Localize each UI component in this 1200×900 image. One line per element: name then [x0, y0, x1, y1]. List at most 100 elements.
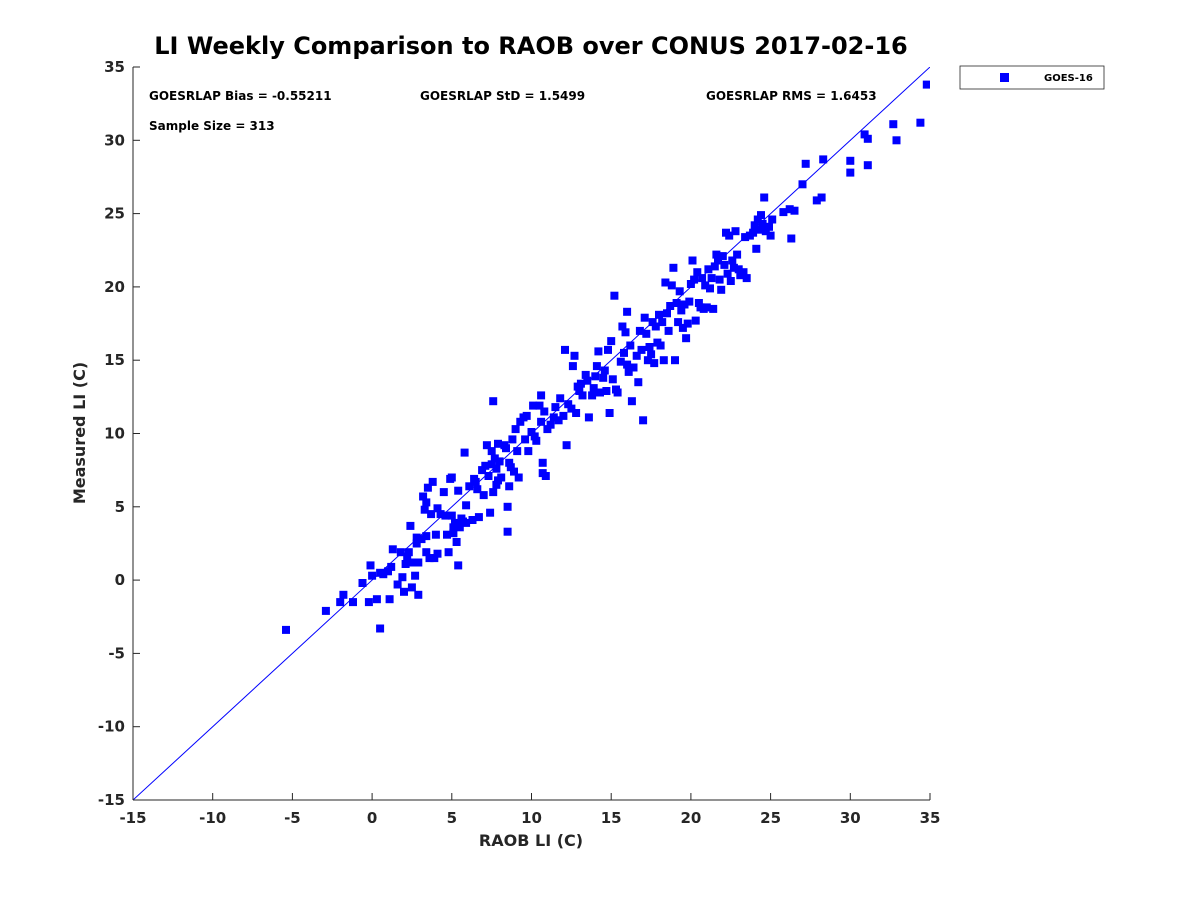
data-point: [576, 379, 585, 388]
data-point: [685, 297, 694, 306]
data-point: [677, 306, 686, 315]
data-point: [694, 299, 703, 307]
data-point: [447, 511, 456, 520]
data-point: [758, 219, 767, 228]
y-tick-label: 15: [104, 351, 125, 369]
data-point: [731, 227, 740, 236]
data-point: [522, 411, 531, 420]
data-point: [693, 268, 702, 277]
data-point: [396, 548, 405, 557]
data-point: [423, 483, 432, 492]
data-point: [761, 227, 770, 236]
data-point: [462, 518, 471, 527]
data-point: [655, 310, 663, 319]
data-point: [556, 394, 565, 403]
data-point: [647, 350, 656, 359]
data-point: [422, 498, 431, 507]
data-point: [572, 409, 581, 417]
data-point: [626, 341, 635, 350]
data-point: [502, 444, 510, 453]
data-point: [568, 362, 577, 371]
data-point: [454, 561, 463, 570]
data-point: [613, 388, 622, 397]
data-point: [535, 401, 544, 410]
data-point: [554, 416, 563, 425]
data-point: [521, 435, 530, 444]
data-point: [524, 447, 533, 456]
data-point: [591, 372, 600, 381]
data-point: [570, 351, 579, 360]
data-point: [430, 554, 439, 563]
data-point: [428, 477, 437, 486]
data-point: [715, 275, 724, 284]
data-point: [661, 278, 670, 287]
data-point: [368, 571, 377, 580]
data-point: [798, 180, 807, 189]
data-point: [752, 244, 761, 253]
data-point: [739, 268, 748, 277]
data-point: [707, 274, 716, 283]
x-axis-label: RAOB LI (C): [479, 831, 583, 850]
data-point: [639, 416, 648, 425]
data-point: [643, 356, 652, 365]
data-point: [487, 447, 496, 456]
data-point: [510, 467, 518, 476]
x-tick-label: 0: [367, 809, 377, 827]
y-tick-label: 0: [115, 571, 125, 589]
data-point: [702, 303, 711, 312]
data-point: [372, 595, 381, 604]
data-point: [634, 378, 643, 387]
data-point: [698, 274, 707, 283]
data-point: [728, 256, 737, 265]
data-point: [452, 538, 461, 546]
data-point: [819, 155, 828, 164]
data-point: [425, 554, 434, 563]
data-point: [529, 401, 538, 410]
data-point: [420, 505, 429, 514]
y-tick-label: 35: [104, 58, 125, 76]
data-point: [674, 318, 683, 327]
data-point: [468, 516, 477, 524]
data-point: [656, 341, 665, 350]
data-point: [541, 472, 550, 480]
data-point: [729, 263, 738, 272]
data-point: [600, 366, 609, 375]
data-point: [422, 548, 431, 557]
data-point: [712, 250, 721, 259]
data-point: [659, 356, 668, 365]
data-point: [599, 373, 608, 382]
data-point: [349, 598, 357, 607]
bias-annotation: GOESRLAP Bias = -0.55211: [149, 89, 332, 103]
x-tick-label: -5: [284, 809, 301, 827]
data-points: [282, 80, 930, 634]
data-point: [618, 322, 627, 331]
data-point: [610, 291, 619, 300]
y-tick-label: 25: [104, 205, 125, 223]
data-point: [726, 277, 735, 285]
data-point: [336, 598, 345, 607]
data-point: [846, 168, 855, 177]
data-point: [733, 250, 742, 259]
data-point: [492, 480, 501, 489]
data-point: [624, 367, 633, 376]
data-point: [706, 284, 714, 293]
data-point: [403, 552, 412, 561]
data-point: [765, 222, 773, 231]
data-point: [812, 196, 821, 205]
data-point: [484, 472, 493, 480]
data-point: [422, 532, 431, 541]
data-point: [742, 274, 751, 283]
y-tick-label: 5: [115, 498, 125, 516]
data-point: [801, 159, 810, 168]
data-point: [376, 624, 385, 633]
data-point: [717, 285, 726, 294]
data-point: [678, 323, 687, 332]
data-point: [648, 318, 657, 327]
data-point: [701, 281, 710, 290]
data-point: [451, 518, 459, 527]
data-point: [433, 504, 442, 513]
data-point: [640, 313, 649, 322]
data-point: [714, 256, 722, 265]
data-point: [505, 482, 514, 491]
